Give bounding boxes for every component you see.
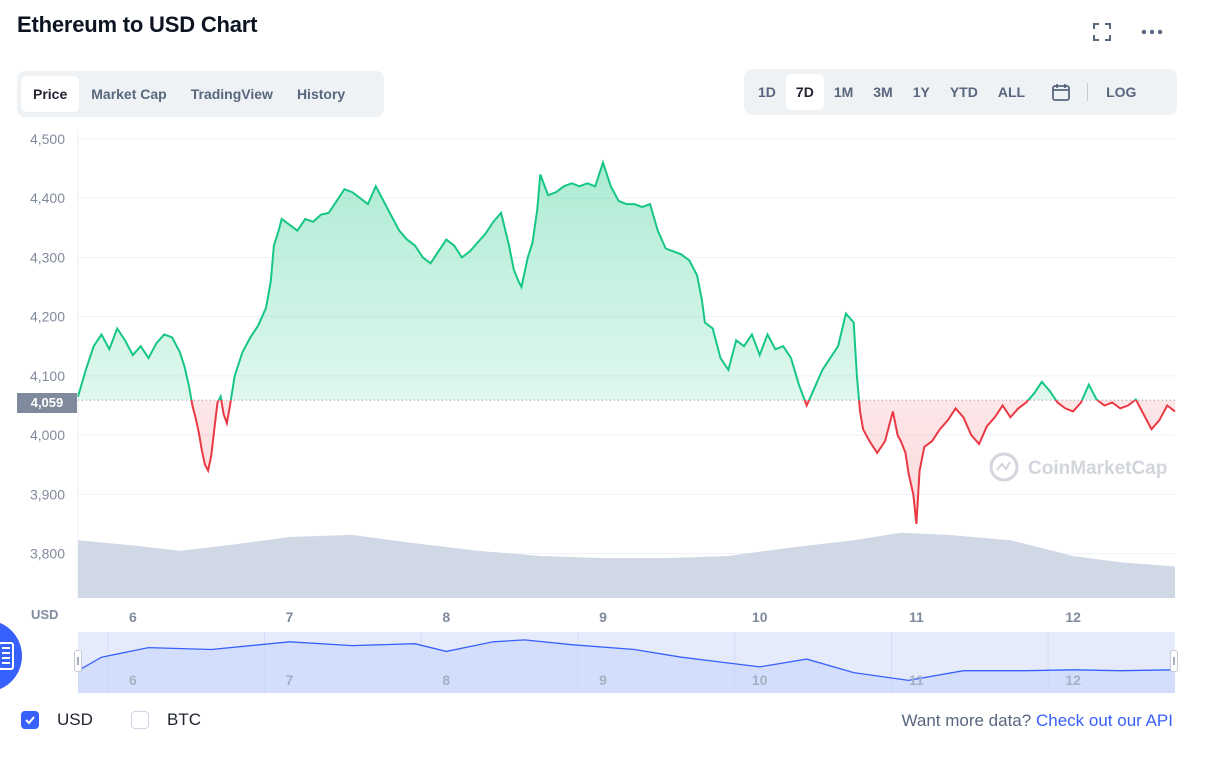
page-title: Ethereum to USD Chart — [17, 12, 258, 37]
x-tick-label: 8 — [442, 609, 450, 625]
film-icon — [0, 642, 14, 670]
navigator-tick-label: 12 — [1065, 672, 1081, 688]
x-tick-label: 7 — [286, 609, 294, 625]
navigator-left-handle[interactable] — [74, 650, 82, 672]
api-promo: Want more data? Check out our API — [901, 711, 1173, 731]
tab-history[interactable]: History — [296, 86, 346, 102]
x-tick-label: 10 — [752, 609, 768, 625]
navigator-right-handle[interactable] — [1170, 650, 1178, 672]
legend-usd[interactable]: USD — [21, 710, 93, 730]
legend-usd-label: USD — [57, 710, 93, 729]
side-widget-button[interactable] — [0, 620, 22, 692]
legend-btc[interactable]: BTC — [131, 710, 201, 730]
range-3m-button[interactable]: 3M — [873, 84, 893, 100]
navigator-tick-label: 7 — [286, 672, 294, 688]
usd-checkbox[interactable] — [21, 711, 39, 729]
tab-tradingview[interactable]: TradingView — [190, 86, 273, 102]
navigator-tick-label: 6 — [129, 672, 137, 688]
x-tick-label: 12 — [1065, 609, 1081, 625]
y-tick-label: 4,500 — [30, 131, 65, 147]
api-link[interactable]: Check out our API — [1035, 711, 1173, 730]
price-area-below — [191, 400, 1175, 524]
volume-area — [78, 532, 1175, 598]
calendar-icon[interactable] — [1043, 74, 1079, 110]
log-scale-button[interactable]: LOG — [1106, 84, 1137, 100]
range-1y-button[interactable]: 1Y — [912, 84, 930, 100]
navigator-tick-label: 9 — [599, 672, 607, 688]
price-area-above — [78, 162, 1175, 401]
x-tick-label: 6 — [129, 609, 137, 625]
fullscreen-icon[interactable] — [1092, 22, 1112, 42]
x-tick-label: 11 — [909, 609, 924, 625]
navigator-tick-label: 8 — [442, 672, 450, 688]
y-axis: 4,500 4,400 4,300 4,200 4,100 4,000 3,900 3,800 — [30, 131, 65, 562]
coinmarketcap-watermark: CoinMarketCap — [989, 452, 1167, 482]
range-tabs: 1D 7D 1M 3M 1Y YTD ALL LOG — [744, 69, 1177, 115]
y-tick-label: 4,400 — [30, 190, 65, 206]
y-tick-label: 4,000 — [30, 427, 65, 443]
y-tick-label: 4,100 — [30, 368, 65, 384]
y-tick-label: 3,800 — [30, 546, 65, 562]
currency-axis-label: USD — [31, 607, 59, 622]
btc-checkbox[interactable] — [131, 711, 149, 729]
watermark-text: CoinMarketCap — [1028, 458, 1167, 479]
chart-type-tabs: Price Market Cap TradingView History — [17, 71, 384, 117]
check-icon — [25, 716, 35, 725]
divider — [1087, 83, 1089, 101]
tab-market-cap[interactable]: Market Cap — [91, 86, 167, 102]
x-tick-label: 9 — [599, 609, 607, 625]
range-7d-button[interactable]: 7D — [785, 74, 824, 110]
y-tick-label: 4,300 — [30, 249, 65, 265]
y-tick-label: 3,900 — [30, 486, 65, 502]
api-promo-text: Want more data? — [901, 711, 1032, 730]
legend-btc-label: BTC — [167, 710, 201, 729]
price-line-below — [190, 400, 1176, 525]
navigator-line — [77, 639, 1176, 682]
navigator-tick-label: 10 — [752, 672, 768, 688]
tab-price[interactable]: Price — [21, 76, 80, 112]
range-navigator[interactable]: 6 7 8 9 10 11 12 — [77, 632, 1176, 693]
y-tick-label: 4,200 — [30, 309, 65, 325]
current-price-label: 4,059 — [17, 393, 77, 413]
range-1d-button[interactable]: 1D — [758, 84, 776, 100]
range-ytd-button[interactable]: YTD — [949, 84, 978, 100]
more-options-icon[interactable] — [1141, 22, 1163, 42]
range-1m-button[interactable]: 1M — [833, 84, 854, 100]
navigator-tick-label: 11 — [909, 672, 924, 688]
x-axis: 6 7 8 9 10 11 12 — [129, 609, 1081, 625]
range-all-button[interactable]: ALL — [997, 84, 1026, 100]
price-line-above — [77, 159, 1138, 401]
